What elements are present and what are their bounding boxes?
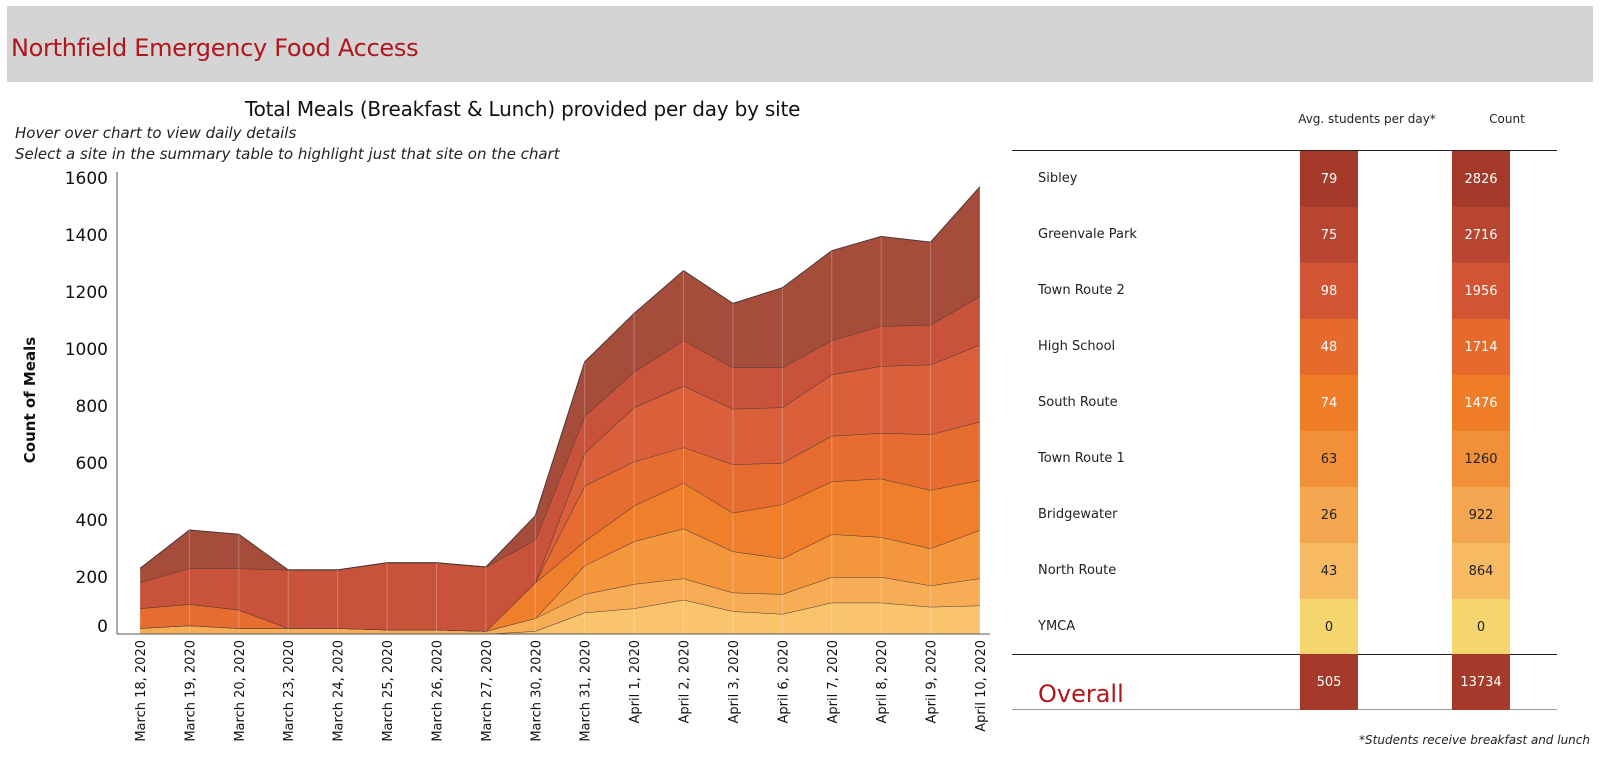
avg-cell[interactable]: 26 xyxy=(1300,487,1358,543)
overall-bottom-rule xyxy=(1012,709,1557,710)
y-tick-label: 1600 xyxy=(65,169,108,189)
count-cell[interactable]: 864 xyxy=(1452,543,1510,599)
site-label[interactable]: YMCA xyxy=(1038,619,1076,634)
hover-note: Hover over chart to view daily details xyxy=(15,124,297,142)
x-tick-label: April 7, 2020 xyxy=(826,640,841,723)
page-title: Northfield Emergency Food Access xyxy=(11,34,419,62)
y-tick-label: 400 xyxy=(76,511,108,531)
x-tick-label: April 8, 2020 xyxy=(875,640,890,723)
overall-avg-cell: 505 xyxy=(1300,654,1358,710)
y-axis-label: Count of Meals xyxy=(21,337,39,463)
site-label[interactable]: Sibley xyxy=(1038,171,1078,186)
x-tick-label: March 30, 2020 xyxy=(529,640,544,742)
table-top-rule xyxy=(1012,150,1557,151)
site-label[interactable]: Greenvale Park xyxy=(1038,227,1137,242)
site-label[interactable]: South Route xyxy=(1038,395,1118,410)
stacked-area-chart[interactable]: 0 200 400 600 800 1000 1200 1400 1600 Count of Me… xyxy=(0,0,1000,761)
y-tick-label: 1000 xyxy=(65,340,108,360)
y-tick-label: 800 xyxy=(76,397,108,417)
avg-cell[interactable]: 43 xyxy=(1300,543,1358,599)
site-label[interactable]: Town Route 1 xyxy=(1038,451,1125,466)
site-label[interactable]: Bridgewater xyxy=(1038,507,1118,522)
x-tick-label: March 27, 2020 xyxy=(480,640,495,742)
avg-cell[interactable]: 79 xyxy=(1300,151,1358,207)
area-layer-edge xyxy=(139,186,981,571)
x-tick-label: March 24, 2020 xyxy=(332,640,347,742)
x-tick-label: March 26, 2020 xyxy=(430,640,445,742)
avg-cell[interactable]: 98 xyxy=(1300,263,1358,319)
y-tick-label: 0 xyxy=(97,617,108,637)
site-label[interactable]: Town Route 2 xyxy=(1038,283,1125,298)
avg-cell[interactable]: 0 xyxy=(1300,599,1358,655)
count-cell[interactable]: 2826 xyxy=(1452,151,1510,207)
y-tick-label: 600 xyxy=(76,454,108,474)
area-layer[interactable] xyxy=(140,478,980,632)
area-layer[interactable] xyxy=(140,421,980,632)
avg-cell[interactable]: 48 xyxy=(1300,319,1358,375)
footnote: *Students receive breakfast and lunch xyxy=(1359,733,1590,747)
y-tick-label: 1200 xyxy=(65,283,108,303)
x-tick-label: April 2, 2020 xyxy=(678,640,693,723)
y-tick-label: 1400 xyxy=(65,226,108,246)
count-cell[interactable]: 1956 xyxy=(1452,263,1510,319)
x-tick-label: March 23, 2020 xyxy=(282,640,297,742)
site-label[interactable]: North Route xyxy=(1038,563,1117,578)
overall-label: Overall xyxy=(1038,680,1124,708)
count-cell[interactable]: 1476 xyxy=(1452,375,1510,431)
x-tick-label: March 31, 2020 xyxy=(579,640,594,742)
overall-top-rule xyxy=(1012,654,1557,655)
avg-cell[interactable]: 74 xyxy=(1300,375,1358,431)
area-layer[interactable] xyxy=(140,599,980,634)
x-tick-label: April 10, 2020 xyxy=(974,640,989,732)
x-tick-label: April 3, 2020 xyxy=(727,640,742,723)
x-tick-label: April 9, 2020 xyxy=(925,640,940,723)
x-tick-label: March 18, 2020 xyxy=(134,640,149,742)
count-cell[interactable]: 922 xyxy=(1452,487,1510,543)
x-tick-label: March 20, 2020 xyxy=(233,640,248,742)
y-tick-label: 200 xyxy=(76,568,108,588)
count-cell[interactable]: 2716 xyxy=(1452,207,1510,263)
avg-cell[interactable]: 63 xyxy=(1300,431,1358,487)
header-bar: Northfield Emergency Food Access xyxy=(7,6,1593,82)
x-tick-label: March 19, 2020 xyxy=(183,640,198,742)
area-layer[interactable] xyxy=(140,577,980,634)
chart-title: Total Meals (Breakfast & Lunch) provided… xyxy=(245,97,801,121)
area-layer[interactable] xyxy=(140,528,980,632)
x-tick-label: April 1, 2020 xyxy=(628,640,643,723)
area-layer[interactable] xyxy=(140,186,980,583)
x-tick-label: March 25, 2020 xyxy=(381,640,396,742)
overall-count-cell: 13734 xyxy=(1452,654,1510,710)
site-label[interactable]: High School xyxy=(1038,339,1116,354)
x-tick-label: April 6, 2020 xyxy=(776,640,791,723)
area-layer[interactable] xyxy=(140,344,980,632)
count-cell[interactable]: 1714 xyxy=(1452,319,1510,375)
select-note: Select a site in the summary table to hi… xyxy=(15,145,560,163)
count-column-header: Count xyxy=(1489,112,1525,126)
area-layer[interactable] xyxy=(140,296,980,632)
avg-column-header: Avg. students per day* xyxy=(1298,112,1436,126)
avg-cell[interactable]: 75 xyxy=(1300,207,1358,263)
count-cell[interactable]: 1260 xyxy=(1452,431,1510,487)
count-cell[interactable]: 0 xyxy=(1452,599,1510,655)
